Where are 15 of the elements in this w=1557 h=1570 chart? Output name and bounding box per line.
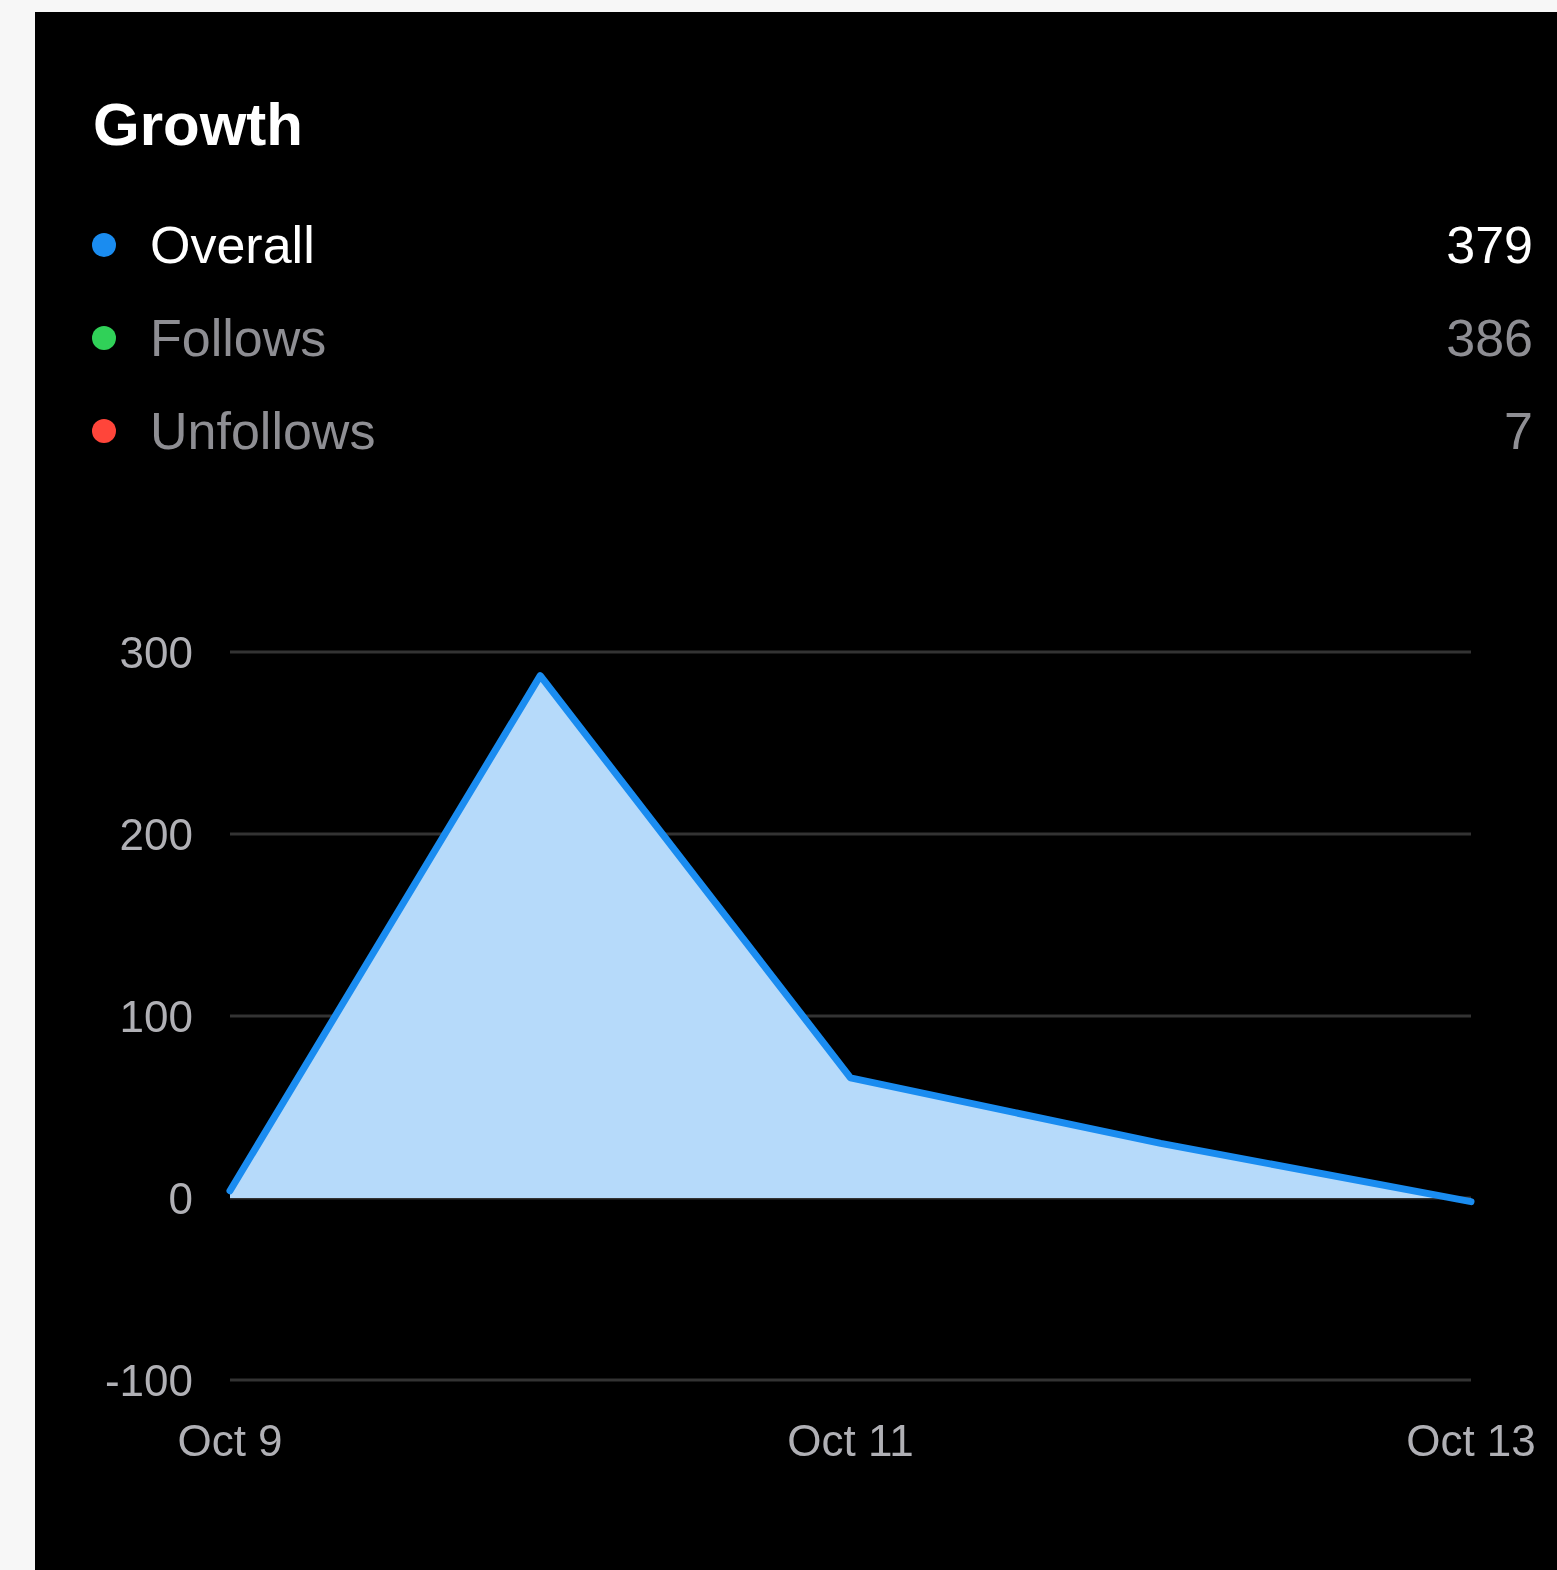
text: 386 (1446, 309, 1533, 367)
text: 7 (1504, 402, 1533, 460)
x-tick-label: Oct 9 (177, 1416, 283, 1465)
y-tick-label: 100 (119, 992, 193, 1041)
x-tick-label: Oct 11 (787, 1416, 914, 1465)
y-tick-label: 300 (119, 628, 193, 677)
legend-label: Follows (150, 309, 327, 367)
text: 379 (1446, 216, 1533, 274)
x-tick-label: Oct 13 (1406, 1416, 1536, 1465)
y-tick-label: 200 (119, 810, 193, 859)
y-tick-label: 0 (168, 1174, 193, 1223)
chart-title: Growth (93, 91, 303, 158)
y-tick-label: -100 (104, 1356, 193, 1405)
legend-label: Overall (150, 216, 315, 274)
legend-label: Unfollows (150, 402, 376, 460)
